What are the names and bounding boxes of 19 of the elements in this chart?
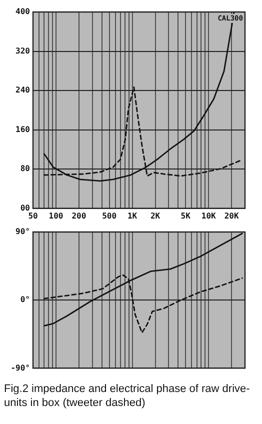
x-tick-label: 5K (180, 211, 191, 220)
x-tick-label: 1K (127, 211, 138, 220)
y-tick-label: 160 (16, 124, 30, 134)
x-tick-label: 100 (48, 211, 64, 220)
y-tick-label: 320 (16, 46, 30, 56)
caption: Fig.2 impedance and electrical phase of raw drive-units in box (tweeter dashed) (4, 382, 251, 410)
y-tick-label: 90° (16, 227, 30, 236)
y-tick-label: 400 (16, 7, 30, 16)
y-tick-label: 80 (20, 164, 30, 174)
x-tick-label: 500 (102, 211, 117, 220)
x-tick-label: 200 (72, 211, 86, 220)
y-tick-label: 240 (16, 86, 30, 95)
x-tick-label: 10K (201, 211, 216, 220)
y-tick-label: 00 (20, 203, 30, 212)
y-tick-label: -90° (10, 363, 30, 372)
x-tick-label: 50 (28, 211, 38, 220)
x-tick-label: 20K (224, 211, 239, 220)
x-tick-label: 2K (150, 211, 160, 220)
y-tick-label: 0° (20, 295, 30, 304)
